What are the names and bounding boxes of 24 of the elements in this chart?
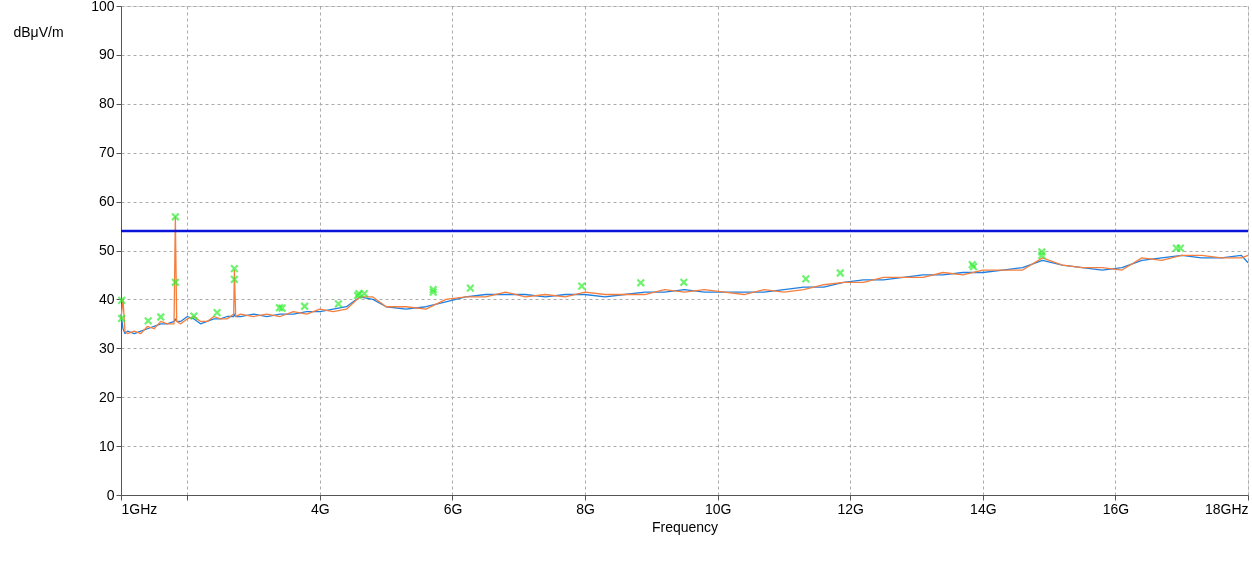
x-tick-label: 10G xyxy=(704,500,732,517)
x-tick-label: 1GHz xyxy=(121,500,158,517)
line-series xyxy=(120,254,1249,335)
x-tick-label: 6G xyxy=(443,500,463,517)
y-tick-label: 0 xyxy=(106,486,115,503)
x-tick-label: 18GHz xyxy=(1204,500,1249,517)
x-axis-title: Frequency xyxy=(651,518,719,535)
x-tick-label: 14G xyxy=(970,500,997,517)
y-tick-label: 30 xyxy=(98,339,115,356)
y-tick-label: 40 xyxy=(98,290,115,307)
y-tick-label: 10 xyxy=(98,437,115,454)
y-tick-label: 60 xyxy=(98,193,115,210)
y-tick-label: 70 xyxy=(98,144,115,161)
y-axis-title: dBμV/m xyxy=(13,23,64,40)
y-tick-label: 80 xyxy=(98,95,115,112)
x-tick-label: 12G xyxy=(837,500,864,517)
x-tick-label: 8G xyxy=(576,500,595,517)
y-tick-label: 100 xyxy=(91,0,115,14)
x-tick-label: 16G xyxy=(1102,500,1130,517)
x-tick-label: 4G xyxy=(311,500,330,517)
y-tick-label: 50 xyxy=(98,242,115,258)
y-tick-label: 90 xyxy=(98,46,115,63)
line-series xyxy=(120,216,1249,335)
y-tick-label: 20 xyxy=(98,388,115,405)
